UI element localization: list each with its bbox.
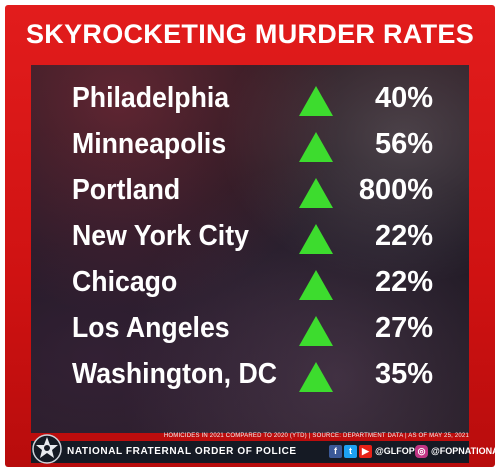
percent-change: 22% [374,266,433,298]
organization-name: NATIONAL FRATERNAL ORDER OF POLICE [67,446,297,457]
youtube-icon[interactable]: ▶ [359,445,372,458]
city-row: Minneapolis 56% [31,122,469,168]
source-footnote: HOMICIDES IN 2021 COMPARED TO 2020 (YTD)… [163,433,469,439]
up-triangle-icon [299,316,333,346]
city-name: Portland [72,174,181,206]
percent-change: 800% [358,174,433,206]
up-triangle-icon [299,362,333,392]
social-handle-fopnational[interactable]: @FOPNATIONAL [431,446,495,456]
graphic-title: SKYROCKETING MURDER RATES [25,19,475,49]
city-panel: Philadelphia 40% Minneapolis 56% Portlan… [31,65,469,433]
social-handle-glfop[interactable]: @GLFOP [375,446,415,456]
footer-bar: NATIONAL FRATERNAL ORDER OF POLICE f t ▶… [31,434,495,464]
city-name: Los Angeles [72,312,230,344]
city-name: Chicago [72,266,178,298]
percent-change: 56% [374,128,433,160]
city-row: Chicago 22% [31,260,469,306]
city-name: New York City [72,220,249,252]
fop-star-badge-icon [32,434,62,464]
percent-change: 40% [374,82,433,114]
up-triangle-icon [299,178,333,208]
city-row: New York City 22% [31,214,469,260]
percent-change: 22% [374,220,433,252]
up-triangle-icon [299,86,333,116]
city-name: Minneapolis [72,128,227,160]
percent-change: 35% [374,358,433,390]
city-name: Washington, DC [72,358,278,390]
percent-change: 27% [374,312,433,344]
facebook-icon[interactable]: f [329,445,342,458]
twitter-icon[interactable]: t [344,445,357,458]
city-name: Philadelphia [72,82,230,114]
graphic-frame: SKYROCKETING MURDER RATES Philadelphia 4… [5,5,495,467]
city-row: Portland 800% [31,168,469,214]
city-row: Washington, DC 35% [31,352,469,398]
up-triangle-icon [299,132,333,162]
city-row: Philadelphia 40% [31,76,469,122]
instagram-icon[interactable]: ◎ [415,445,428,458]
city-row: Los Angeles 27% [31,306,469,352]
up-triangle-icon [299,270,333,300]
up-triangle-icon [299,224,333,254]
